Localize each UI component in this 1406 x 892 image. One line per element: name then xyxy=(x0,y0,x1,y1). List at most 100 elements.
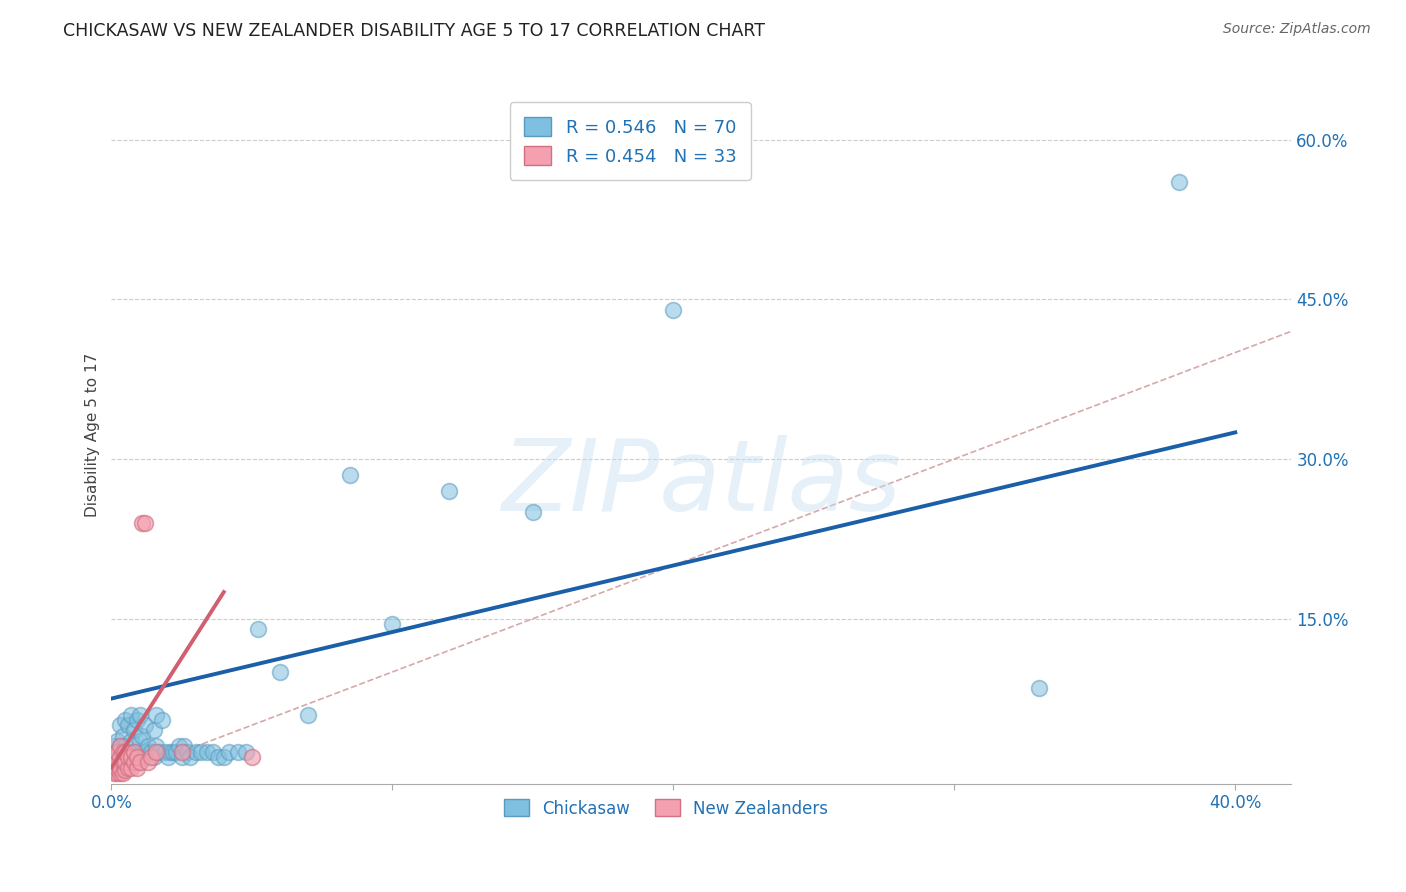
Point xyxy=(111,745,134,759)
Point xyxy=(108,761,131,775)
Point xyxy=(246,623,269,637)
Point xyxy=(297,707,319,722)
Point xyxy=(114,761,136,775)
Point xyxy=(131,750,153,764)
Point xyxy=(108,766,131,780)
Point xyxy=(142,723,165,738)
Point xyxy=(120,734,142,748)
Point xyxy=(111,729,134,743)
Point xyxy=(120,750,142,764)
Point xyxy=(105,756,128,770)
Point xyxy=(240,750,263,764)
Point xyxy=(153,745,176,759)
Point xyxy=(134,745,156,759)
Point xyxy=(105,761,128,775)
Point xyxy=(226,745,249,759)
Point xyxy=(122,723,145,738)
Point xyxy=(134,718,156,732)
Point xyxy=(125,761,148,775)
Point xyxy=(142,750,165,764)
Point xyxy=(437,483,460,498)
Point xyxy=(105,745,128,759)
Point xyxy=(134,516,156,530)
Point xyxy=(120,707,142,722)
Point xyxy=(125,745,148,759)
Point xyxy=(139,750,162,764)
Point xyxy=(114,756,136,770)
Point xyxy=(108,718,131,732)
Point xyxy=(218,745,240,759)
Point xyxy=(173,739,195,754)
Point xyxy=(120,750,142,764)
Point xyxy=(111,745,134,759)
Point xyxy=(111,756,134,770)
Point xyxy=(120,761,142,775)
Point xyxy=(159,745,181,759)
Point xyxy=(117,750,139,764)
Point xyxy=(117,718,139,732)
Point xyxy=(131,516,153,530)
Legend: Chickasaw, New Zealanders: Chickasaw, New Zealanders xyxy=(498,793,835,824)
Point xyxy=(212,750,235,764)
Point xyxy=(381,617,404,632)
Point xyxy=(122,745,145,759)
Point xyxy=(103,750,125,764)
Point xyxy=(136,756,159,770)
Point xyxy=(108,739,131,754)
Point xyxy=(179,750,201,764)
Point xyxy=(103,739,125,754)
Point xyxy=(207,750,229,764)
Point xyxy=(108,750,131,764)
Point xyxy=(162,745,184,759)
Point xyxy=(148,745,170,759)
Point xyxy=(105,763,128,777)
Point xyxy=(108,761,131,775)
Point xyxy=(103,750,125,764)
Point xyxy=(125,713,148,727)
Text: ZIPatlas: ZIPatlas xyxy=(502,435,901,533)
Point xyxy=(195,745,218,759)
Point xyxy=(662,302,685,317)
Point xyxy=(165,745,187,759)
Point xyxy=(122,756,145,770)
Point xyxy=(111,756,134,770)
Point xyxy=(190,745,212,759)
Point xyxy=(184,745,207,759)
Point xyxy=(111,766,134,780)
Point xyxy=(108,750,131,764)
Point xyxy=(1168,175,1191,189)
Point xyxy=(128,756,150,770)
Point xyxy=(103,766,125,780)
Point xyxy=(201,745,224,759)
Point xyxy=(108,739,131,754)
Point xyxy=(167,739,190,754)
Point xyxy=(128,734,150,748)
Text: Source: ZipAtlas.com: Source: ZipAtlas.com xyxy=(1223,22,1371,37)
Point xyxy=(105,766,128,780)
Point xyxy=(139,745,162,759)
Point xyxy=(131,729,153,743)
Point xyxy=(128,707,150,722)
Point xyxy=(114,713,136,727)
Point xyxy=(1028,681,1050,695)
Point xyxy=(145,745,167,759)
Point xyxy=(114,739,136,754)
Point xyxy=(103,761,125,775)
Point xyxy=(150,713,173,727)
Point xyxy=(145,739,167,754)
Point xyxy=(339,467,361,482)
Point xyxy=(170,750,193,764)
Point xyxy=(117,745,139,759)
Point xyxy=(105,745,128,759)
Point xyxy=(170,745,193,759)
Point xyxy=(117,761,139,775)
Point xyxy=(235,745,257,759)
Point xyxy=(145,707,167,722)
Point xyxy=(128,756,150,770)
Y-axis label: Disability Age 5 to 17: Disability Age 5 to 17 xyxy=(86,353,100,517)
Text: CHICKASAW VS NEW ZEALANDER DISABILITY AGE 5 TO 17 CORRELATION CHART: CHICKASAW VS NEW ZEALANDER DISABILITY AG… xyxy=(63,22,765,40)
Point xyxy=(156,750,179,764)
Point xyxy=(117,756,139,770)
Point xyxy=(114,763,136,777)
Point xyxy=(122,745,145,759)
